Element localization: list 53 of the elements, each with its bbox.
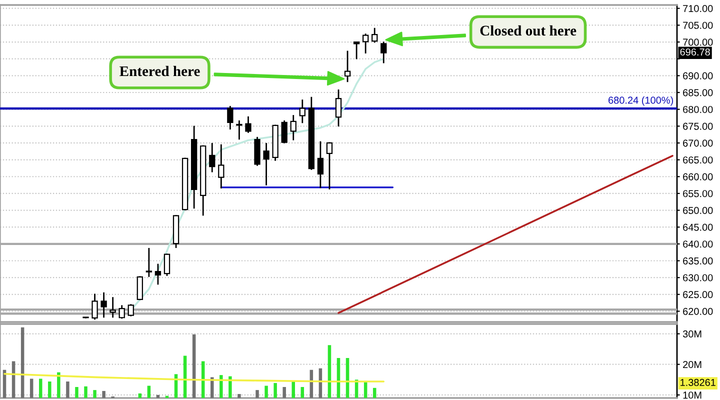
candlestick bbox=[236, 120, 242, 140]
y-tick-label: 670.00 bbox=[683, 140, 713, 147]
candlestick bbox=[118, 304, 125, 320]
y-tick-label: 680.00 bbox=[683, 106, 713, 114]
candlestick bbox=[154, 263, 162, 286]
y-tick-label: 645.00 bbox=[683, 224, 713, 231]
candlestick bbox=[372, 27, 378, 44]
annotation: 696.78 bbox=[680, 48, 710, 56]
candlestick bbox=[245, 116, 252, 134]
y-tick-label: 660.00 bbox=[683, 173, 713, 180]
candlestick bbox=[146, 247, 152, 278]
candlestick bbox=[380, 40, 387, 64]
y-tick-label: 620.00 bbox=[683, 308, 713, 315]
candlestick bbox=[110, 296, 116, 318]
y-tick-label: 30M bbox=[682, 330, 702, 338]
y-tick-label: 635.00 bbox=[683, 257, 713, 264]
y-tick-label: 10M bbox=[683, 392, 702, 399]
y-tick-label: 685.00 bbox=[683, 89, 713, 96]
y-tick-label: 630.00 bbox=[683, 274, 713, 282]
y-tick-label: 625.00 bbox=[683, 291, 713, 298]
candlestick bbox=[209, 142, 216, 173]
annotation: Closed out here bbox=[480, 25, 576, 36]
annotation: Entered here bbox=[120, 66, 200, 76]
y-tick-label: 690.00 bbox=[683, 72, 713, 80]
candlestick bbox=[290, 114, 296, 141]
candlestick bbox=[92, 293, 98, 320]
y-tick-label: 655.00 bbox=[683, 190, 713, 198]
y-tick-label: 665.00 bbox=[683, 156, 713, 164]
candlestick bbox=[227, 105, 234, 130]
candlestick bbox=[128, 303, 134, 317]
y-tick-label: 675.00 bbox=[683, 122, 713, 130]
line-series bbox=[4, 372, 385, 382]
candlestick bbox=[344, 50, 351, 83]
candlestick bbox=[100, 292, 107, 318]
candlestick bbox=[136, 276, 143, 301]
candlestick bbox=[299, 98, 306, 124]
candlestick bbox=[263, 142, 270, 186]
y-tick-label: 20M bbox=[683, 361, 702, 368]
candlestick bbox=[281, 120, 288, 144]
candlestick bbox=[335, 88, 342, 128]
y-tick-label: 710.00 bbox=[683, 5, 713, 12]
y-tick-label: 640.00 bbox=[683, 240, 713, 248]
annotation: 1.38261 bbox=[680, 378, 716, 386]
candlestick bbox=[317, 140, 324, 189]
candlestick bbox=[326, 142, 333, 190]
candlestick bbox=[164, 252, 170, 277]
candlestick bbox=[353, 40, 360, 60]
ref-line-label: 680.24 (100%) bbox=[608, 96, 673, 106]
y-tick-label: 650.00 bbox=[683, 206, 713, 214]
candlestick bbox=[218, 144, 224, 190]
candlestick bbox=[362, 32, 369, 54]
y-tick-label: 705.00 bbox=[683, 22, 713, 29]
y-tick-label: 700.00 bbox=[683, 38, 713, 46]
